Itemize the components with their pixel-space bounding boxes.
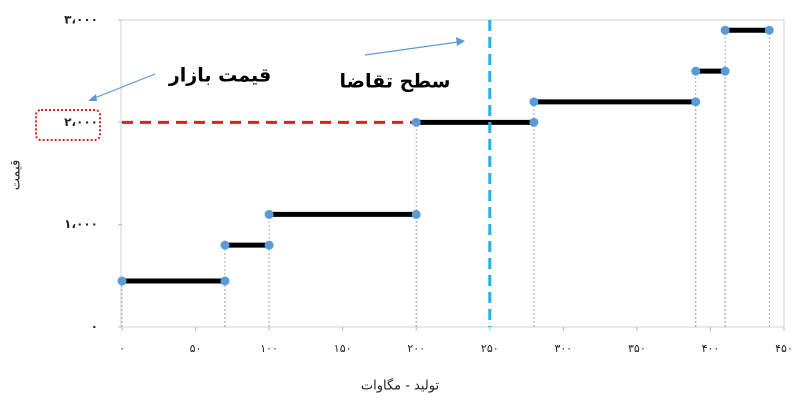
x-tick-label: ۰: [119, 342, 125, 355]
plot-frame: [120, 19, 785, 328]
step-point: [691, 97, 701, 107]
step-point: [220, 240, 230, 250]
annotation: قیمت بازار: [168, 65, 271, 87]
step-point: [720, 66, 730, 76]
step-point: [220, 276, 230, 286]
y-tick-label: ۰: [91, 320, 98, 334]
step-point: [720, 25, 730, 35]
x-tick-label: ۴۰۰: [702, 342, 720, 355]
x-tick-label: ۵۰: [190, 342, 202, 355]
y-tick-label: ۳،۰۰۰: [64, 13, 98, 27]
annotation: سطح تقاضا: [340, 71, 451, 93]
arrow-head: [456, 37, 465, 46]
step-point: [264, 240, 274, 250]
step-point: [411, 117, 421, 127]
annotation-arrow: [91, 73, 156, 100]
x-tick-label: ۲۰۰: [407, 342, 425, 355]
y-axis-label: قیمت: [9, 160, 24, 190]
step-point: [764, 25, 774, 35]
x-tick-label: ۳۰۰: [554, 342, 572, 355]
step-point: [529, 97, 539, 107]
step-point: [411, 209, 421, 219]
y-tick-label: ۲،۰۰۰: [64, 115, 98, 129]
x-tick-label: ۱۵۰: [334, 342, 352, 355]
arrow-head: [88, 94, 97, 101]
step-point: [264, 209, 274, 219]
x-tick-label: ۳۵۰: [628, 342, 646, 355]
step-point: [691, 66, 701, 76]
x-tick-label: ۴۵۰: [775, 342, 793, 355]
annotation-arrow: [364, 41, 459, 56]
step-point: [529, 117, 539, 127]
x-axis-label: تولید - مگاوات: [361, 378, 440, 394]
x-tick-label: ۲۵۰: [481, 342, 499, 355]
step-point: [117, 276, 127, 286]
y-tick-label: ۱،۰۰۰: [64, 217, 98, 231]
highlight-box: [35, 109, 101, 141]
x-tick-label: ۱۰۰: [260, 342, 278, 355]
